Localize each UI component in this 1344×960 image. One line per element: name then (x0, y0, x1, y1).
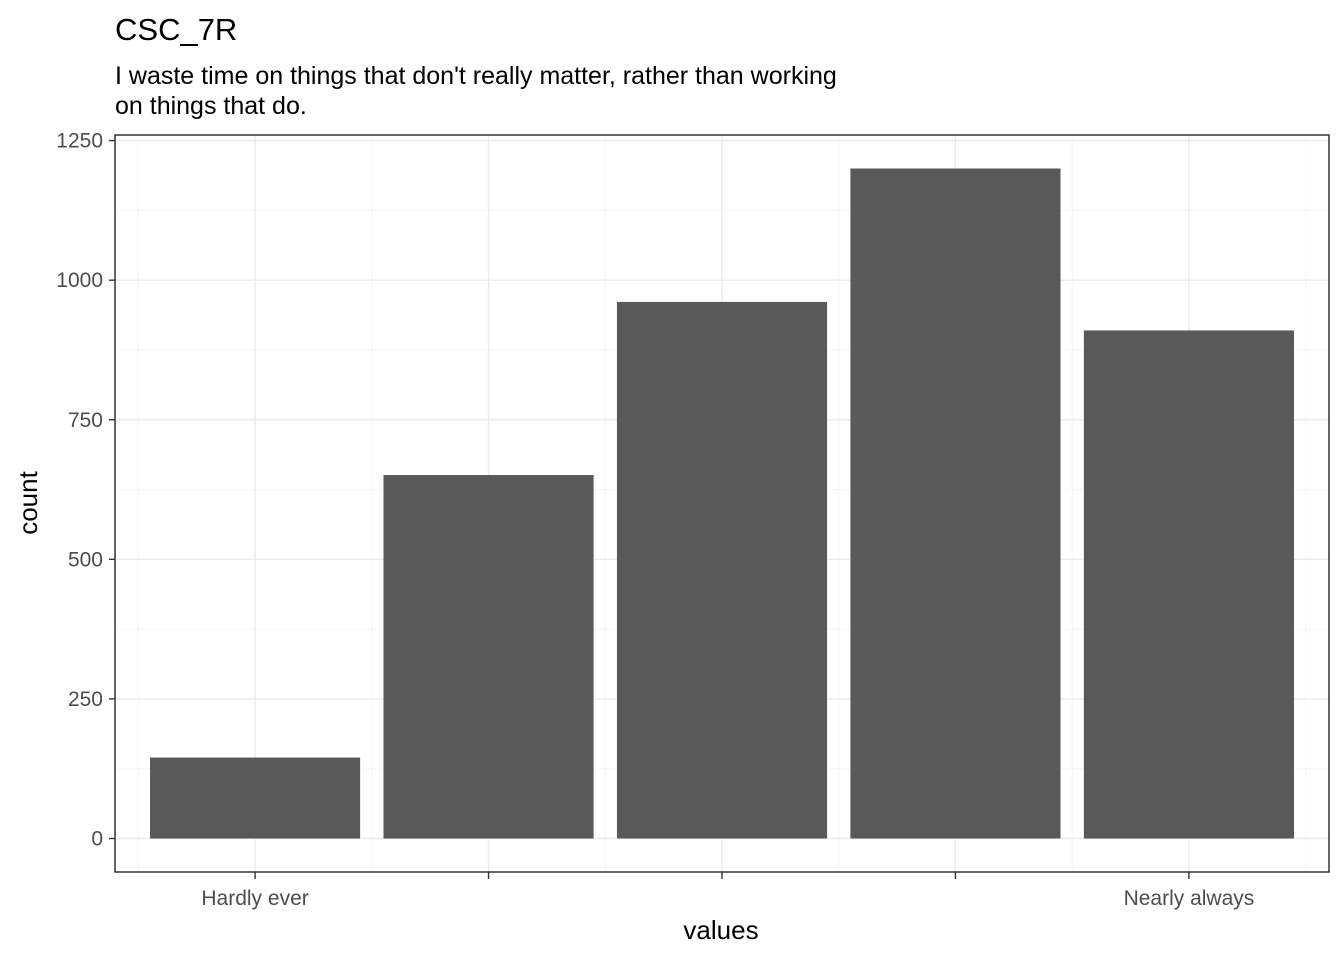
x-tick-label: Nearly always (1124, 887, 1255, 910)
x-axis: Hardly ever Nearly always (201, 872, 1254, 910)
bar (616, 301, 828, 839)
chart-subtitle-line-1: I waste time on things that don't really… (115, 62, 837, 90)
y-tick-label: 250 (68, 688, 103, 711)
bar (383, 475, 594, 839)
bar (850, 168, 1061, 839)
y-tick-label: 500 (68, 548, 103, 571)
bar (1083, 330, 1294, 839)
y-axis-title: count (13, 470, 43, 534)
bars (150, 168, 1294, 839)
plot-panel (114, 134, 1330, 873)
y-tick-label: 1250 (56, 130, 103, 153)
y-tick-label: 0 (91, 828, 103, 851)
y-tick-label: 750 (68, 409, 103, 432)
chart-subtitle-line-2: on things that do. (115, 92, 307, 120)
x-axis-title: values (683, 915, 758, 945)
chart-title: CSC_7R (115, 12, 237, 47)
x-tick-label: Hardly ever (201, 887, 308, 910)
bar (150, 757, 361, 839)
y-tick-label: 1000 (56, 269, 103, 292)
y-axis: 0 250 500 750 1000 1250 (56, 130, 115, 851)
